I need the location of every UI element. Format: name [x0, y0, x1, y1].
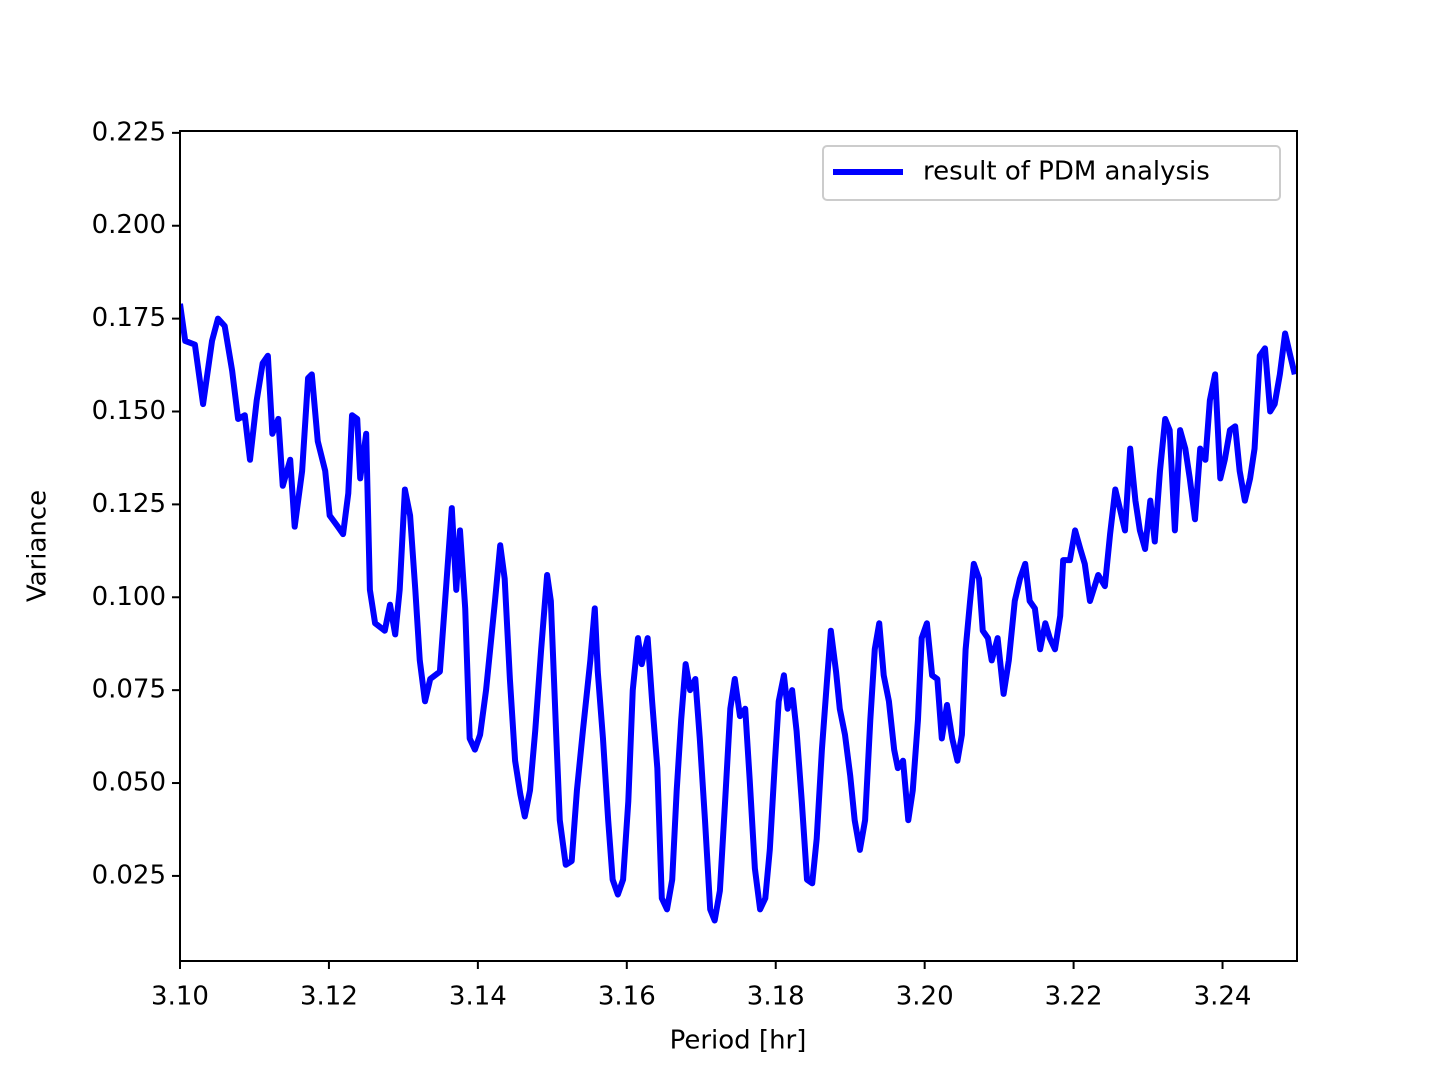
x-tick-label: 3.12: [300, 982, 358, 1012]
x-tick-label: 3.22: [1045, 982, 1103, 1012]
x-tick-label: 3.24: [1194, 982, 1252, 1012]
y-tick-label: 0.075: [92, 675, 166, 705]
y-tick-label: 0.150: [92, 396, 166, 426]
axes-frame: [179, 130, 1298, 962]
x-axis-label: Period [hr]: [670, 1026, 807, 1056]
data-line: [180, 303, 1297, 924]
y-tick-label: 0.025: [92, 860, 166, 890]
y-tick-label: 0.175: [92, 303, 166, 333]
y-tick-label: 0.225: [92, 117, 166, 147]
plot-area: [180, 303, 1297, 924]
y-tick-label: 0.100: [92, 582, 166, 612]
x-tick-label: 3.14: [449, 982, 507, 1012]
y-tick-label: 0.050: [92, 768, 166, 798]
x-tick-label: 3.10: [151, 982, 209, 1012]
y-tick-label: 0.125: [92, 489, 166, 519]
x-tick-label: 3.20: [896, 982, 954, 1012]
x-tick-label: 3.18: [747, 982, 805, 1012]
x-tick-label: 3.16: [598, 982, 656, 1012]
y-tick-label: 0.200: [92, 210, 166, 240]
legend-box: [822, 145, 1281, 201]
legend-label: result of PDM analysis: [923, 157, 1210, 187]
y-axis-label: Variance: [23, 490, 53, 602]
